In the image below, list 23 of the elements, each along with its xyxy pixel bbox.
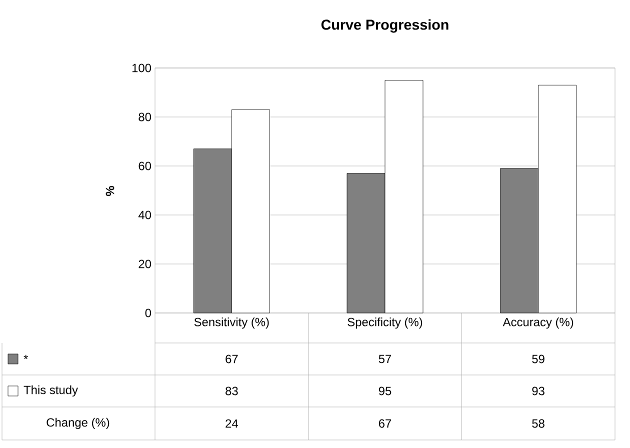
y-tick-label: 20 [138, 260, 152, 268]
data-label: 93 [532, 386, 544, 396]
y-tick-label: 80 [138, 112, 152, 122]
data-label: 57 [378, 354, 392, 364]
text: Change (%) [46, 418, 110, 430]
legend-label: * [24, 354, 28, 360]
data-label: 83 [226, 386, 238, 396]
x-tick-label: Specificity (%) [348, 318, 422, 329]
legend-label: This study [24, 385, 78, 397]
data-label: 59 [532, 354, 544, 364]
x-tick-label: Accuracy (%) [502, 318, 574, 329]
data-label: 67 [226, 354, 238, 364]
x-tick-label: Sensitivity (%) [194, 318, 269, 329]
y-tick-label: 40 [138, 210, 152, 220]
y-tick-label: 100 [132, 64, 152, 72]
data-label: 95 [378, 386, 392, 396]
text: 58 [532, 419, 544, 428]
text: 24 [226, 419, 238, 428]
text: 67 [378, 419, 392, 428]
y-tick-label: 60 [138, 162, 152, 170]
y-tick-label: 0 [145, 308, 152, 318]
chart-title: Curve Progression [321, 19, 448, 33]
y-axis-title: % [106, 186, 114, 196]
